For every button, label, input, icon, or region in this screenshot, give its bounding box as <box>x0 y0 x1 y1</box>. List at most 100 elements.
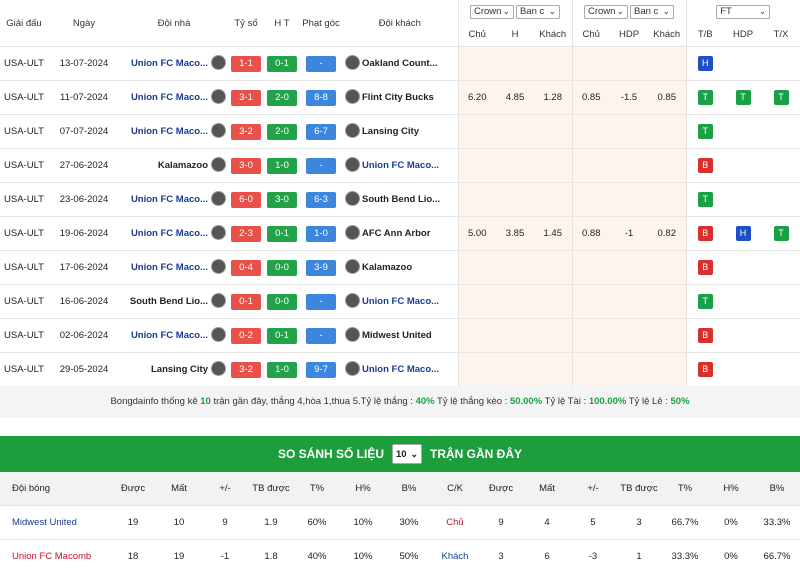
result: T <box>698 90 713 105</box>
odds <box>458 319 496 353</box>
home-team[interactable]: Lansing City <box>120 353 208 387</box>
dropdown[interactable]: Ban c <box>630 5 674 19</box>
corners: 9-7 <box>306 362 336 378</box>
dropdown[interactable]: Ban c <box>516 5 560 19</box>
stat: 9 <box>202 506 248 540</box>
compare-column-header: B% <box>386 472 432 506</box>
ht-cell: 1-0 <box>264 353 300 387</box>
result: T <box>774 226 789 241</box>
stat: 33.3% <box>754 506 800 540</box>
odds <box>534 251 572 285</box>
corners-cell: 3-9 <box>300 251 342 285</box>
stat: 50% <box>386 540 432 573</box>
odds <box>496 183 534 217</box>
match-count-select[interactable]: 10 <box>392 444 422 464</box>
dropdown[interactable]: FT <box>716 5 770 19</box>
home-team[interactable]: Union FC Maco... <box>120 115 208 149</box>
odds <box>610 115 648 149</box>
team-logo-cell <box>342 47 362 81</box>
odds <box>458 47 496 81</box>
away-team[interactable]: Lansing City <box>362 115 458 149</box>
result-cell <box>724 115 762 149</box>
column-header: Tỷ số <box>228 0 264 47</box>
score: 3-1 <box>231 90 261 106</box>
compare-column-header: TB được <box>248 472 294 506</box>
corners-cell: 6-7 <box>300 115 342 149</box>
column-header: H T <box>264 0 300 47</box>
team-logo <box>211 123 226 138</box>
odds <box>534 319 572 353</box>
away-team[interactable]: AFC Ann Arbor <box>362 217 458 251</box>
odds <box>572 353 610 387</box>
stat: 0% <box>708 506 754 540</box>
away-team[interactable]: Midwest United <box>362 319 458 353</box>
home-team[interactable]: Union FC Maco... <box>120 183 208 217</box>
home-team[interactable]: Kalamazoo <box>120 149 208 183</box>
result: B <box>698 362 713 377</box>
away-team[interactable]: Union FC Maco... <box>362 353 458 387</box>
subcolumn-header: Khách <box>648 23 686 47</box>
compare-column-header: TB được <box>616 472 662 506</box>
away-team[interactable]: South Bend Lio... <box>362 183 458 217</box>
compare-column-header: T% <box>294 472 340 506</box>
score-cell: 1-1 <box>228 47 264 81</box>
home-team[interactable]: Union FC Maco... <box>120 217 208 251</box>
team-logo-cell <box>208 217 228 251</box>
compare-column-header: B% <box>754 472 800 506</box>
select-cell: CrownBan c <box>458 0 572 23</box>
corners: - <box>306 158 336 174</box>
away-team[interactable]: Union FC Maco... <box>362 285 458 319</box>
team-logo-cell <box>208 47 228 81</box>
summary-text: 10 <box>200 396 211 407</box>
home-team[interactable]: South Bend Lio... <box>120 285 208 319</box>
stat: 33.3% <box>662 540 708 573</box>
result-cell <box>724 319 762 353</box>
away-team[interactable]: Flint City Bucks <box>362 81 458 115</box>
home-team[interactable]: Union FC Maco... <box>120 251 208 285</box>
team-logo-cell <box>208 115 228 149</box>
dropdown[interactable]: Crown <box>470 5 514 19</box>
dropdown[interactable]: Crown <box>584 5 628 19</box>
ht-cell: 2-0 <box>264 115 300 149</box>
compare-column-header: +/- <box>202 472 248 506</box>
league: USA-ULT <box>0 251 48 285</box>
date: 07-07-2024 <box>48 115 120 149</box>
result: T <box>698 192 713 207</box>
select-cell: CrownBan c <box>572 0 686 23</box>
stat: 1.8 <box>248 540 294 573</box>
away-team[interactable]: Union FC Maco... <box>362 149 458 183</box>
column-header: Đội nhà <box>120 0 228 47</box>
team-logo-cell <box>342 285 362 319</box>
corners-cell: 9-7 <box>300 353 342 387</box>
ht-cell: 0-1 <box>264 47 300 81</box>
date: 16-06-2024 <box>48 285 120 319</box>
select-cell: FT <box>686 0 800 23</box>
odds <box>534 285 572 319</box>
home-team[interactable]: Union FC Maco... <box>120 47 208 81</box>
odds: 0.88 <box>572 217 610 251</box>
home-team[interactable]: Union FC Maco... <box>120 319 208 353</box>
team-logo <box>211 191 226 206</box>
team-logo <box>345 123 360 138</box>
home-team[interactable]: Union FC Maco... <box>120 81 208 115</box>
subcolumn-header: Chủ <box>458 23 496 47</box>
away-team[interactable]: Kalamazoo <box>362 251 458 285</box>
away-team[interactable]: Oakland Count... <box>362 47 458 81</box>
odds <box>534 115 572 149</box>
league: USA-ULT <box>0 217 48 251</box>
odds: 0.82 <box>648 217 686 251</box>
corners: 8-8 <box>306 90 336 106</box>
odds <box>572 115 610 149</box>
team-logo-cell <box>342 353 362 387</box>
corners: 1-0 <box>306 226 336 242</box>
team-logo <box>345 361 360 376</box>
result-cell: T <box>762 217 800 251</box>
result-cell <box>724 353 762 387</box>
